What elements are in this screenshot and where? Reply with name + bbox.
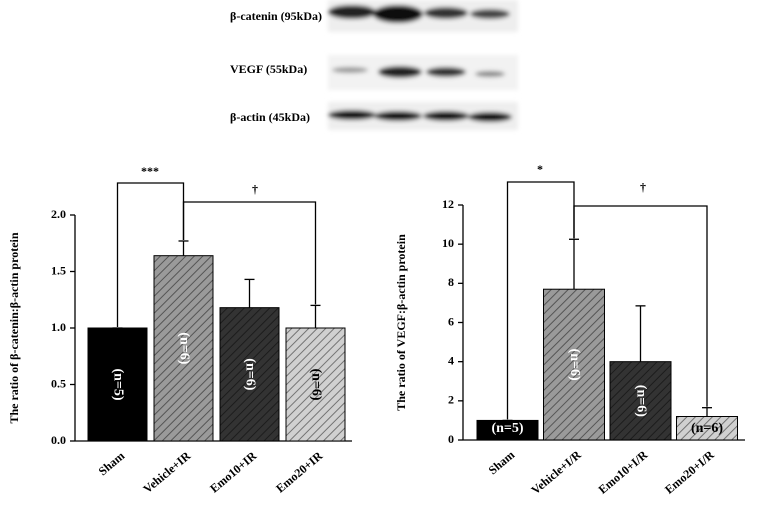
y-tick-label: 4 xyxy=(448,353,454,367)
n-label: (n=6) xyxy=(691,421,723,436)
bar-hatch xyxy=(154,255,213,441)
y-tick-label: 1.5 xyxy=(51,263,66,277)
y-tick-label: 12 xyxy=(442,197,454,211)
y-tick-label: 1.0 xyxy=(51,320,66,334)
x-tick-label: Emo10+I/R xyxy=(596,447,651,496)
bar-hatch xyxy=(610,361,671,440)
blot-label: β-actin (45kDa) xyxy=(230,110,310,124)
y-tick-label: 8 xyxy=(448,275,454,289)
bar-hatch xyxy=(286,328,345,441)
x-tick-label: Emo20+IR xyxy=(273,448,325,495)
y-tick-label: 10 xyxy=(442,236,454,250)
n-label: (n=6) xyxy=(567,349,582,381)
x-tick-label: Sham xyxy=(96,449,127,479)
significance-mark: *** xyxy=(141,164,159,178)
blot-images xyxy=(328,0,518,130)
y-tick-label: 0 xyxy=(448,432,454,446)
x-tick-label: Emo10+IR xyxy=(207,448,259,495)
significance-bracket xyxy=(573,205,708,407)
n-label: (n=5) xyxy=(491,421,523,436)
significance-mark: † xyxy=(640,180,646,194)
significance-mark: * xyxy=(537,162,543,176)
y-tick-label: 2 xyxy=(448,393,454,407)
bar xyxy=(87,327,148,442)
n-label: (n=6) xyxy=(242,358,257,390)
blot-label: β-catenin (95kDa) xyxy=(230,9,322,23)
x-tick-label: Vehicle+I/R xyxy=(528,447,584,497)
y-tick-label: 0.5 xyxy=(51,376,66,390)
bar-hatch xyxy=(543,289,605,440)
y-axis-label: The ratio of VEGF:β-actin protein xyxy=(394,234,408,411)
y-tick-label: 2.0 xyxy=(51,207,66,221)
significance-mark: † xyxy=(252,182,258,196)
x-tick-label: Vehicle+IR xyxy=(140,448,193,496)
blot-label: VEGF (55kDa) xyxy=(230,62,307,76)
n-label: (n=6) xyxy=(308,368,323,400)
n-label: (n=6) xyxy=(633,385,648,417)
x-tick-label: Sham xyxy=(486,448,517,478)
x-tick-label: Emo20+I/R xyxy=(662,447,717,496)
significance-bracket xyxy=(182,201,317,305)
y-axis-label: The ratio of β-catenin:β-actin protein xyxy=(7,232,21,423)
n-label: (n=6) xyxy=(176,332,191,364)
y-tick-label: 0.0 xyxy=(51,433,66,447)
y-tick-label: 6 xyxy=(448,314,454,328)
bar-hatch xyxy=(676,416,738,440)
n-label: (n=5) xyxy=(110,368,125,400)
bar-hatch xyxy=(220,307,279,441)
